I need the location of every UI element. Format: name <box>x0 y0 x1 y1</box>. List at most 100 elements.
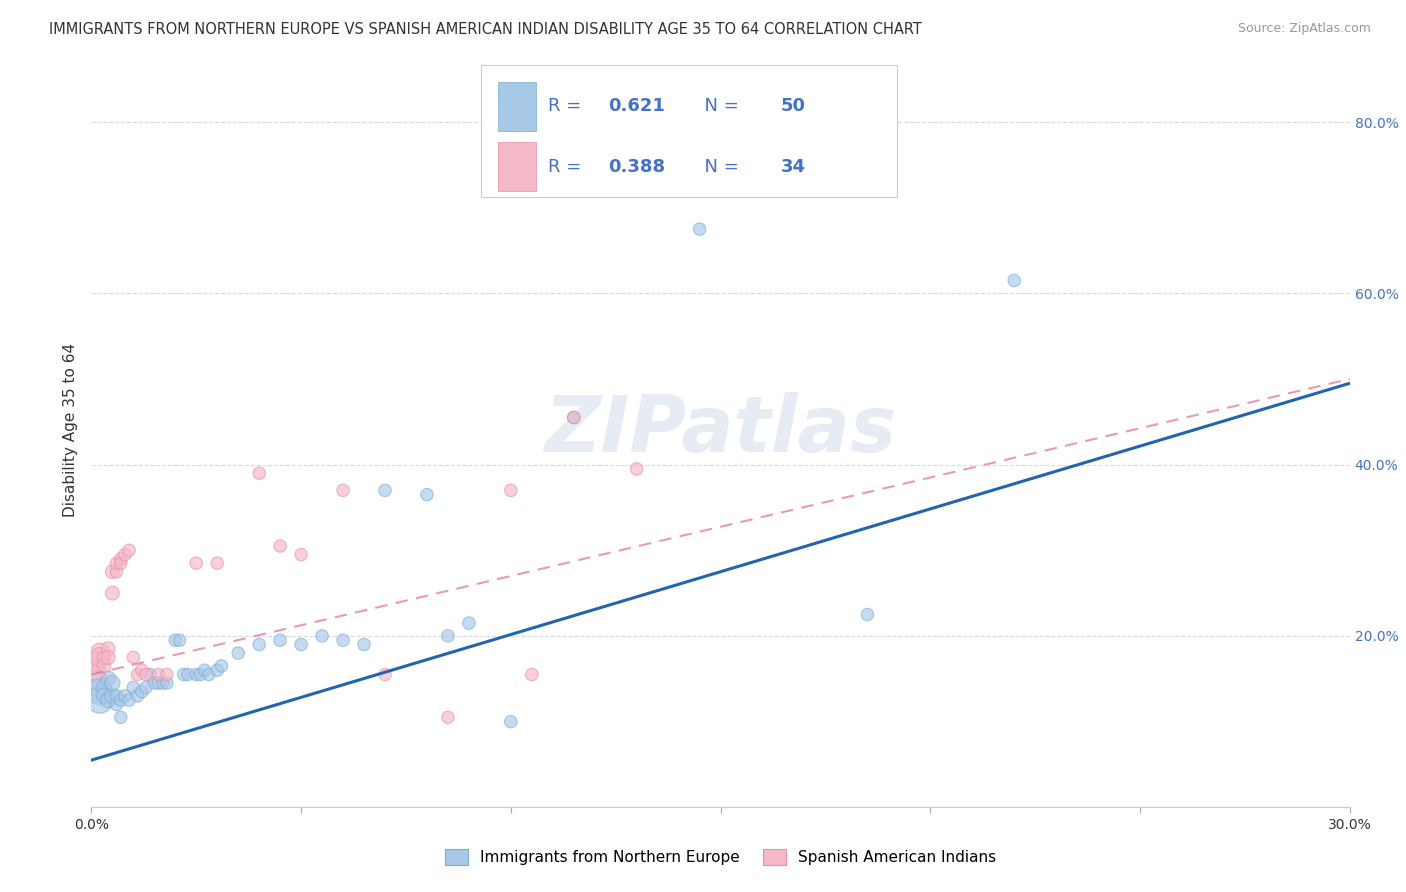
Point <box>353 638 375 652</box>
Point <box>437 710 460 724</box>
Point <box>290 638 312 652</box>
Point <box>626 462 648 476</box>
Point <box>205 663 228 677</box>
Point <box>332 633 354 648</box>
Point <box>499 483 522 498</box>
Point <box>856 607 879 622</box>
Point <box>122 681 145 695</box>
Point <box>689 222 711 236</box>
Point <box>198 667 221 681</box>
Point <box>89 684 111 698</box>
Point <box>97 650 120 665</box>
Point <box>247 467 270 481</box>
Point <box>269 633 291 648</box>
Point <box>97 641 120 656</box>
Point <box>437 629 460 643</box>
Point <box>110 693 132 707</box>
Bar <box>498 142 536 191</box>
Point <box>165 633 187 648</box>
Point <box>93 650 115 665</box>
Y-axis label: Disability Age 35 to 64: Disability Age 35 to 64 <box>62 343 77 517</box>
Point <box>290 548 312 562</box>
Point <box>1002 273 1025 287</box>
Text: N =: N = <box>693 97 744 115</box>
Point <box>269 539 291 553</box>
Point <box>247 638 270 652</box>
Point <box>135 667 157 681</box>
Point <box>101 565 124 579</box>
Point <box>209 659 232 673</box>
Point <box>186 556 208 570</box>
Point <box>93 659 115 673</box>
Point <box>156 667 179 681</box>
Text: R =: R = <box>548 158 588 176</box>
Point <box>105 556 128 570</box>
Point <box>177 667 200 681</box>
Bar <box>498 82 536 131</box>
Point <box>101 689 124 703</box>
Point <box>148 667 170 681</box>
Point <box>332 483 354 498</box>
Point <box>499 714 522 729</box>
Point <box>105 565 128 579</box>
Text: 34: 34 <box>780 158 806 176</box>
Legend: Immigrants from Northern Europe, Spanish American Indians: Immigrants from Northern Europe, Spanish… <box>439 843 1002 871</box>
Point <box>139 667 162 681</box>
Point <box>127 689 149 703</box>
Point <box>114 548 136 562</box>
Point <box>143 676 166 690</box>
Point <box>114 689 136 703</box>
Point <box>131 684 153 698</box>
Point <box>457 616 479 631</box>
Point <box>118 693 141 707</box>
Point <box>110 552 132 566</box>
Point <box>562 410 585 425</box>
Point <box>156 676 179 690</box>
Point <box>520 667 543 681</box>
Text: N =: N = <box>693 158 744 176</box>
Point <box>374 483 396 498</box>
Point <box>93 681 115 695</box>
Point <box>89 646 111 660</box>
Point <box>110 556 132 570</box>
Point <box>105 698 128 712</box>
Point <box>101 676 124 690</box>
Point <box>84 676 107 690</box>
Text: 0.388: 0.388 <box>609 158 665 176</box>
Text: IMMIGRANTS FROM NORTHERN EUROPE VS SPANISH AMERICAN INDIAN DISABILITY AGE 35 TO : IMMIGRANTS FROM NORTHERN EUROPE VS SPANI… <box>49 22 922 37</box>
Point <box>169 633 191 648</box>
Point <box>226 646 249 660</box>
Point <box>311 629 333 643</box>
Point <box>416 488 439 502</box>
Point <box>152 676 174 690</box>
Point <box>89 650 111 665</box>
Point <box>97 693 120 707</box>
Point <box>118 543 141 558</box>
Text: R =: R = <box>548 97 588 115</box>
Point <box>89 693 111 707</box>
Text: ZIPatlas: ZIPatlas <box>544 392 897 468</box>
Point <box>101 586 124 600</box>
Point <box>97 672 120 686</box>
Point <box>186 667 208 681</box>
Point <box>194 663 217 677</box>
Point <box>84 655 107 669</box>
Text: 50: 50 <box>780 97 806 115</box>
Text: 0.621: 0.621 <box>609 97 665 115</box>
Point <box>122 650 145 665</box>
FancyBboxPatch shape <box>481 65 897 197</box>
Point <box>205 556 228 570</box>
Point <box>148 676 170 690</box>
Point <box>110 710 132 724</box>
Point <box>131 663 153 677</box>
Point <box>93 689 115 703</box>
Point <box>173 667 195 681</box>
Point <box>190 667 212 681</box>
Point <box>562 410 585 425</box>
Point <box>105 689 128 703</box>
Point <box>84 663 107 677</box>
Point <box>127 667 149 681</box>
Point <box>135 681 157 695</box>
Point <box>374 667 396 681</box>
Text: Source: ZipAtlas.com: Source: ZipAtlas.com <box>1237 22 1371 36</box>
